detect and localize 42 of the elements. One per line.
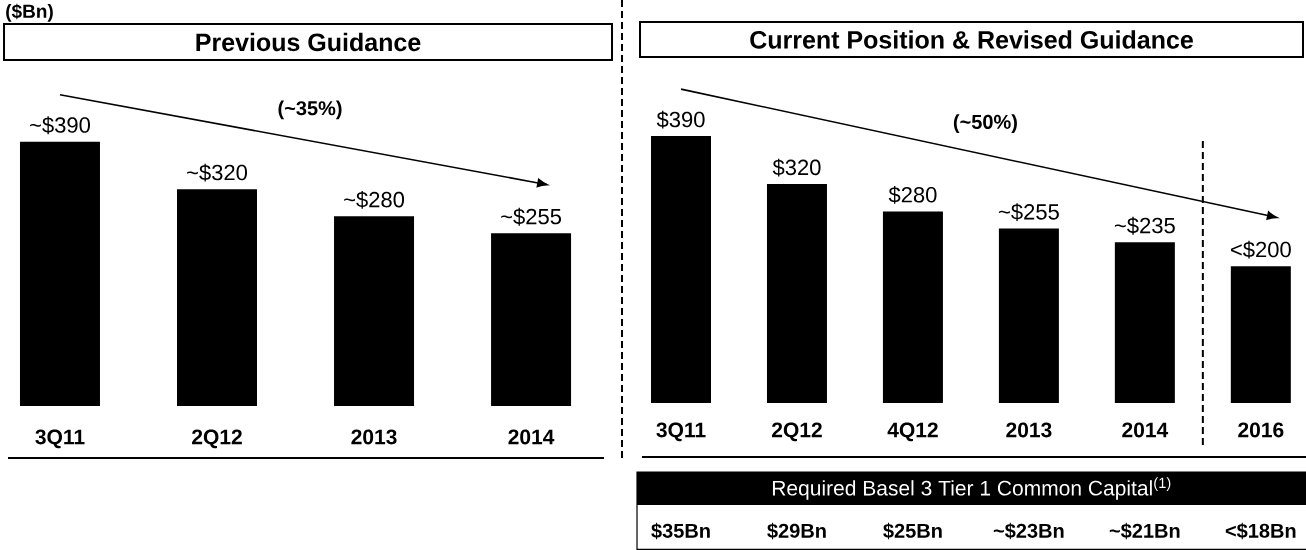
bar <box>651 136 712 403</box>
x-tick-label: 2Q12 <box>772 422 822 442</box>
bar <box>882 211 943 403</box>
data-label: ~$280 <box>344 190 405 209</box>
bar <box>998 228 1059 403</box>
text: <$18Bn <box>1225 522 1296 540</box>
data-label: <$200 <box>1231 240 1291 259</box>
text: ~$23Bn <box>993 522 1064 540</box>
x-tick-label: 2016 <box>1238 422 1284 438</box>
bar <box>491 233 572 406</box>
text: ~$21Bn <box>1109 522 1180 540</box>
text: (~35%) <box>278 100 342 120</box>
data-label: ~$255 <box>998 203 1059 221</box>
text: $35Bn <box>651 522 710 540</box>
text: Required Basel 3 Tier 1 Common Capital$^{(1)}$ <box>772 477 1171 500</box>
bar <box>766 184 827 403</box>
x-tick-label: 2013 <box>1006 422 1052 438</box>
data-label: $320 <box>772 158 821 177</box>
x-tick-label: 2014 <box>1122 422 1169 438</box>
bar <box>1230 266 1291 403</box>
x-tick-label: 2013 <box>351 429 397 445</box>
chart-title: Previous Guidance <box>196 32 421 52</box>
data-label: $280 <box>888 186 937 204</box>
data-label: ~$235 <box>1114 216 1175 235</box>
data-label: ~$320 <box>187 163 248 182</box>
bar <box>19 141 100 406</box>
bar <box>334 216 415 406</box>
text: (~50%) <box>953 114 1017 133</box>
bar <box>1114 242 1175 403</box>
data-label: ~$390 <box>30 116 90 135</box>
text: $25Bn <box>883 522 942 540</box>
x-tick-label: 2Q12 <box>192 429 242 449</box>
x-tick-label: 3Q11 <box>656 422 706 442</box>
bar <box>177 189 257 406</box>
y-axis-title: ($Bn) <box>6 3 53 22</box>
text: $29Bn <box>767 522 826 540</box>
data-label: ~$255 <box>501 207 562 226</box>
chart-title: Current Position & Revised Guidance <box>750 30 1193 49</box>
x-tick-label: 3Q11 <box>35 429 85 449</box>
x-tick-label: 2014 <box>508 429 555 445</box>
data-label: $390 <box>656 110 705 129</box>
x-tick-label: 4Q12 <box>887 422 938 442</box>
